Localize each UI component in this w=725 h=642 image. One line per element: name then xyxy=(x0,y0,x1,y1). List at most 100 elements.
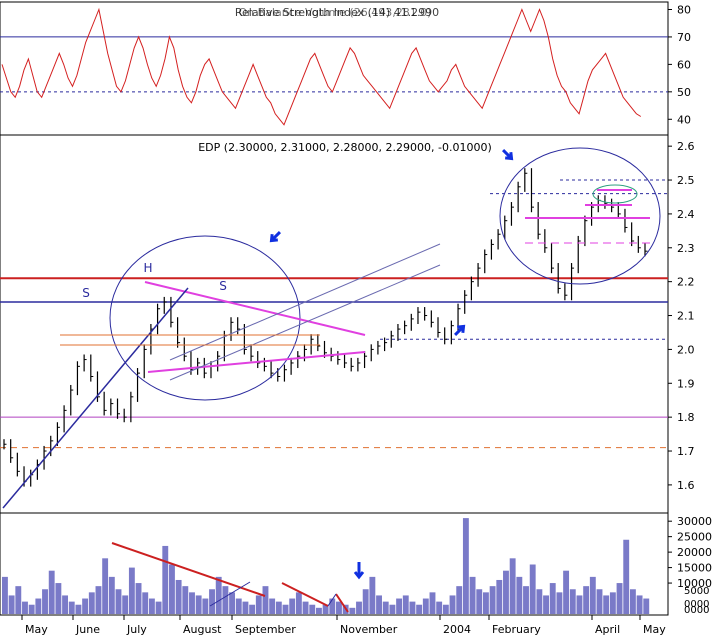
volume-bar xyxy=(148,598,155,614)
volume-bar xyxy=(563,570,570,614)
price-tick-label: 1.8 xyxy=(677,411,695,424)
arrow-down-left xyxy=(269,230,282,243)
volume-bar xyxy=(48,570,55,614)
volume-bar xyxy=(583,586,590,614)
volume-bar xyxy=(169,564,175,614)
volume-bar xyxy=(503,570,509,614)
rsi-title: Relative Strength Index (14) 41.2990 xyxy=(235,6,439,19)
pattern-ellipse-left xyxy=(109,235,301,401)
volume-bar xyxy=(476,589,483,614)
volume-bar xyxy=(189,592,195,614)
pattern-label: S xyxy=(219,279,227,293)
volume-bar xyxy=(609,592,616,614)
volume-bar xyxy=(369,576,376,614)
price-title: EDP (2.30000, 2.31000, 2.28000, 2.29000,… xyxy=(198,141,492,154)
pattern-ellipse-right xyxy=(499,147,661,285)
rsi-overlay-title: On Balance Volume (26,493,281.0) xyxy=(239,6,432,19)
month-label: 2004 xyxy=(443,623,471,636)
volume-bar xyxy=(128,567,135,614)
arrow-down-right xyxy=(501,148,514,161)
volume-bar xyxy=(543,595,549,614)
volume-bar xyxy=(356,601,362,614)
volume-bar xyxy=(282,604,289,614)
pattern-label: S xyxy=(82,286,90,300)
volume-trend-red-1 xyxy=(111,542,266,597)
volume-bar xyxy=(496,579,503,614)
volume-tick-label: 10000 xyxy=(677,577,712,590)
volume-bar xyxy=(556,592,563,614)
volume-bar xyxy=(396,598,403,614)
volume-trend-blue-2 xyxy=(327,593,337,607)
rsi-panel: On Balance Volume (26,493,281.0) Relativ… xyxy=(0,1,691,136)
volume-bar xyxy=(35,598,42,614)
month-label: June xyxy=(75,623,100,636)
rsi-tick-label: 80 xyxy=(677,3,691,16)
volume-bar xyxy=(62,595,69,614)
volume-trend-blue-1 xyxy=(209,581,251,607)
volume-bar xyxy=(623,539,630,614)
volume-bar xyxy=(416,604,423,614)
volume-bar xyxy=(115,589,122,614)
volume-bar xyxy=(402,595,409,614)
arrow-shape xyxy=(453,324,466,337)
price-tick-label: 2.5 xyxy=(677,174,695,187)
volume-bar xyxy=(229,592,236,614)
month-label: February xyxy=(492,623,541,636)
volume-bar xyxy=(603,595,610,614)
volume-bar xyxy=(442,604,449,614)
volume-tick-label: 30000 xyxy=(677,515,712,528)
volume-bar xyxy=(255,595,262,614)
volume-bar xyxy=(382,601,389,614)
volume-bar xyxy=(456,586,463,614)
price-tick-label: 1.7 xyxy=(677,445,695,458)
volume-bar xyxy=(95,586,102,614)
volume-bar xyxy=(235,598,242,614)
channel-line-upper xyxy=(169,243,441,361)
volume-bar xyxy=(108,576,115,614)
volume-bar xyxy=(509,558,516,614)
month-label: May xyxy=(25,623,48,636)
arrow-shape xyxy=(269,230,282,243)
volume-bar xyxy=(429,592,436,614)
price-tick-label: 2.4 xyxy=(677,208,695,221)
volume-bar xyxy=(596,589,603,614)
volume-bar xyxy=(422,598,429,614)
triangle-upper-line xyxy=(144,281,366,336)
volume-bar xyxy=(482,592,489,614)
price-tick-label: 1.9 xyxy=(677,377,695,390)
volume-bar xyxy=(68,601,75,614)
rsi-reference-lines xyxy=(0,36,668,93)
month-label: August xyxy=(183,623,222,636)
volume-bar xyxy=(362,589,369,614)
volume-bar xyxy=(449,595,456,614)
price-bars xyxy=(3,168,648,487)
price-axis: 1.6 1.7 1.8 1.9 2.0 2.1 2.2 2.3 2.4 2.5 2.6 xyxy=(668,140,695,492)
volume-bar xyxy=(329,598,336,614)
volume-bar xyxy=(516,576,523,614)
volume-bar xyxy=(242,601,249,614)
month-label: May xyxy=(643,623,666,636)
volume-bar xyxy=(389,604,396,614)
volume-bar xyxy=(636,595,643,614)
volume-bar xyxy=(302,601,309,614)
volume-extra-label: 0000 xyxy=(684,605,709,616)
volume-bar xyxy=(28,604,35,614)
month-label: July xyxy=(126,623,147,636)
channel-line-lower xyxy=(169,264,441,381)
volume-annotations xyxy=(111,542,365,613)
volume-bar xyxy=(409,601,416,614)
volume-bar xyxy=(175,579,182,614)
volume-bar xyxy=(215,576,222,614)
price-annotations: S H S xyxy=(2,147,661,509)
rsi-axis: 40 50 60 70 80 xyxy=(668,3,691,126)
volume-bar xyxy=(309,604,316,614)
volume-bar xyxy=(275,601,282,614)
volume-bar xyxy=(489,586,496,614)
volume-bar xyxy=(349,607,356,614)
volume-bar xyxy=(15,586,22,614)
volume-bar xyxy=(643,598,650,614)
volume-bar xyxy=(523,586,529,614)
volume-bar xyxy=(436,601,443,614)
